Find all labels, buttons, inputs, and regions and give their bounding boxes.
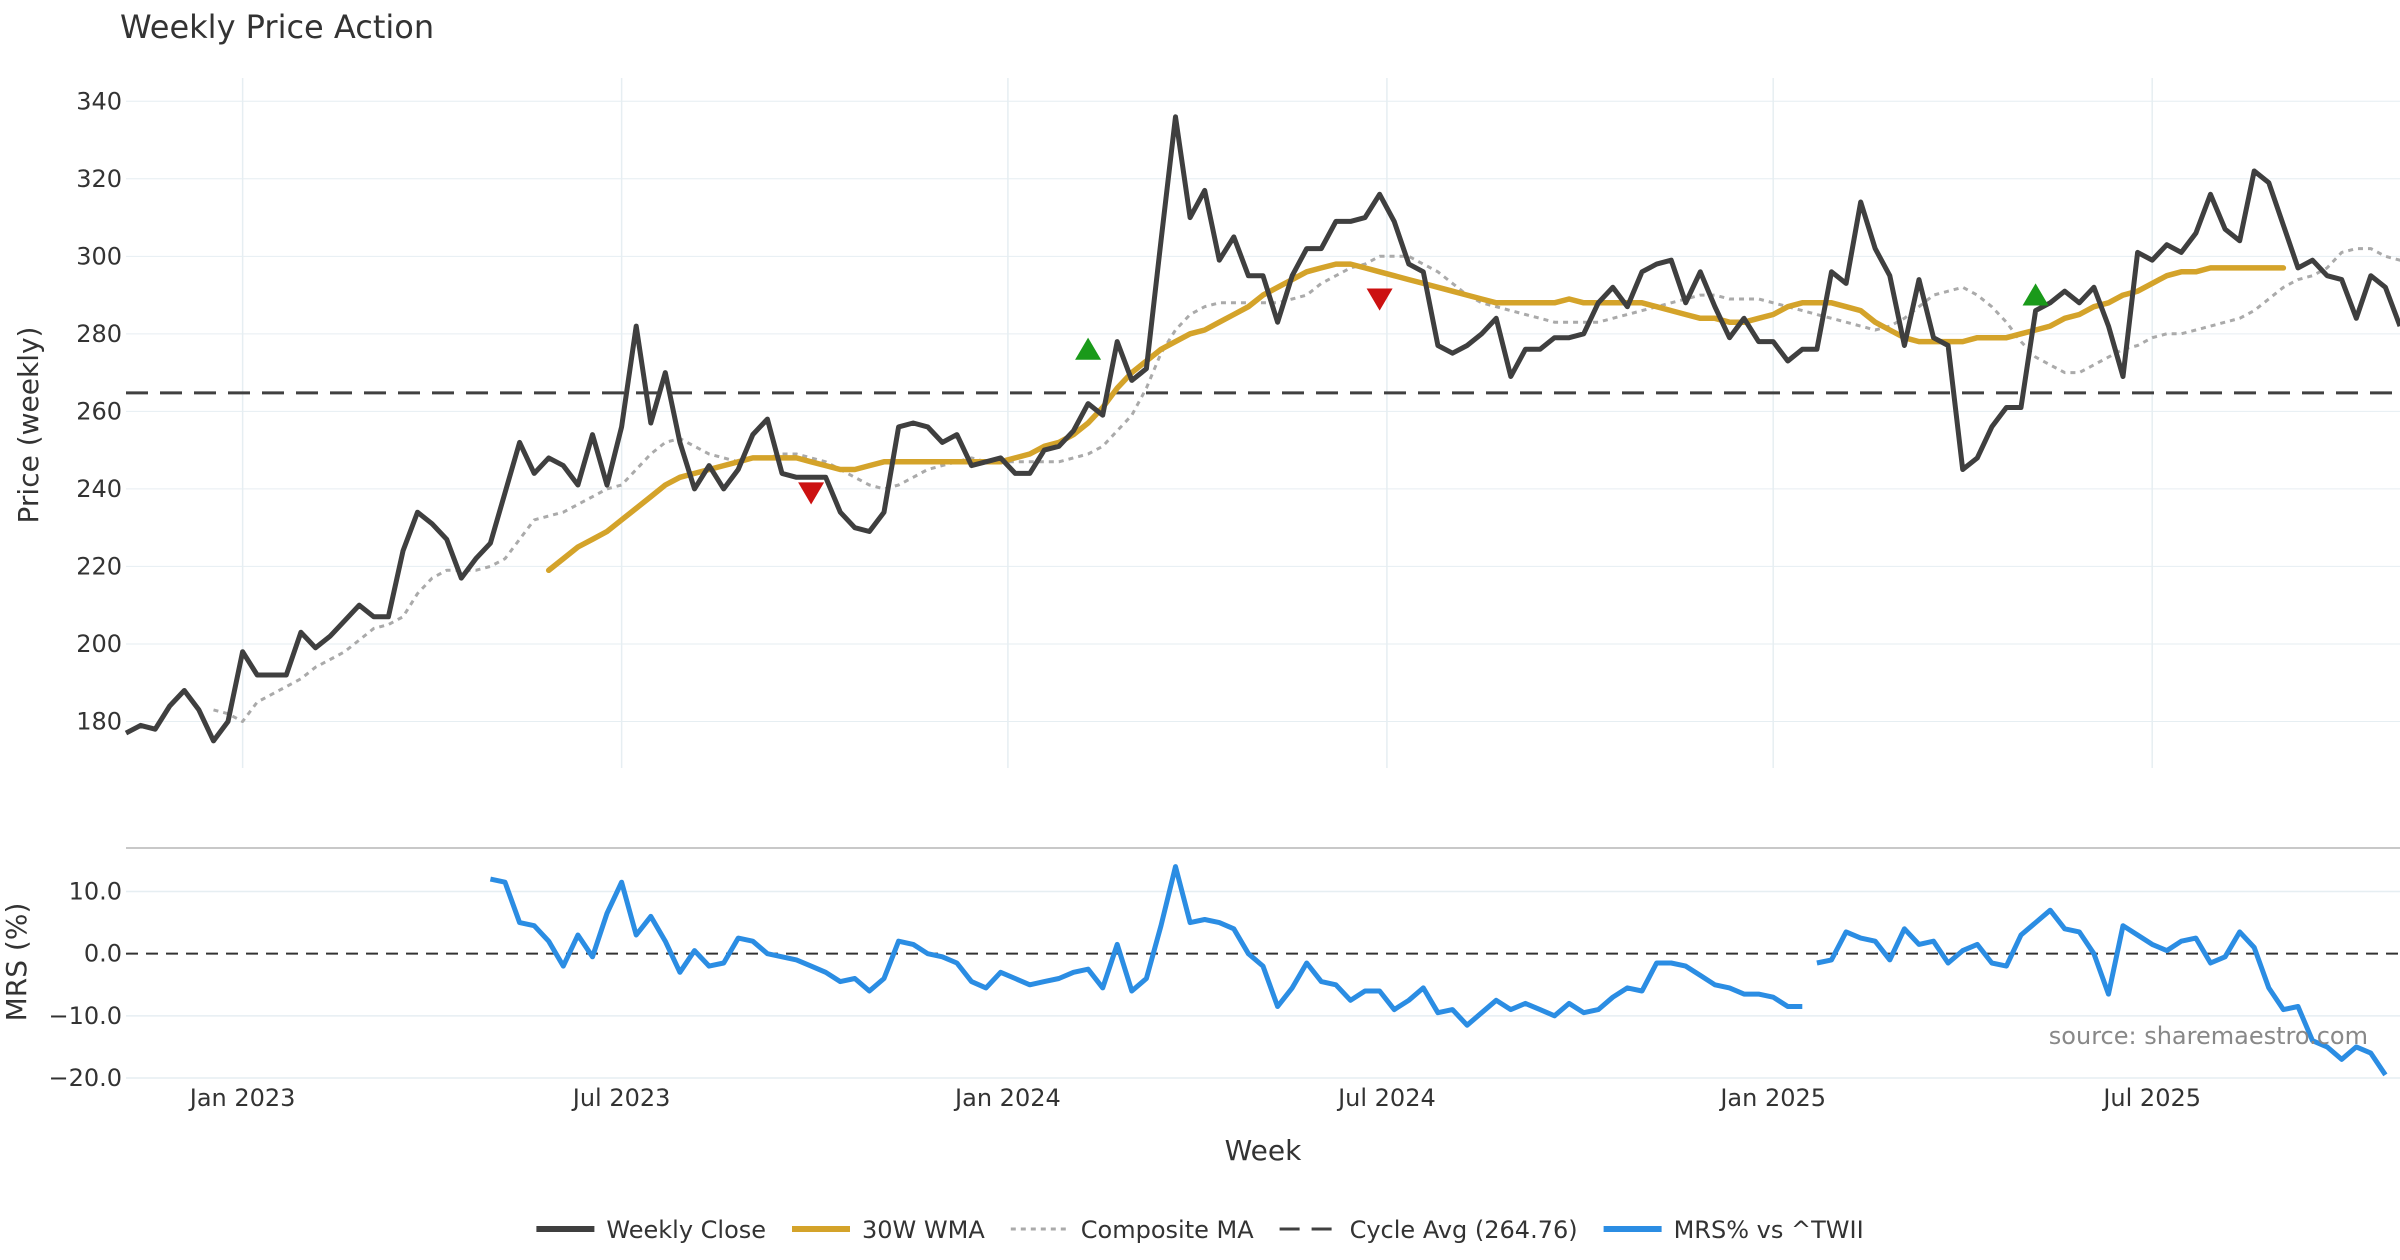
x-axis-label: Week bbox=[1225, 1134, 1302, 1167]
mrs-line-segment bbox=[1816, 907, 2388, 1077]
price-y-ticks: 180 200 220 240 260 280 300 320 340 bbox=[76, 87, 122, 735]
chart-title: Weekly Price Action bbox=[120, 8, 434, 46]
x-tick-label: Jan 2025 bbox=[1718, 1084, 1826, 1112]
buy-signal-marker bbox=[2022, 283, 2049, 306]
mrs-y-tick-label: −20.0 bbox=[48, 1064, 122, 1092]
mrs-lines bbox=[489, 864, 2388, 1077]
source-annotation: source: sharemaestro.com bbox=[2049, 1022, 2368, 1050]
legend-label: Composite MA bbox=[1081, 1216, 1254, 1244]
sell-signal-marker bbox=[798, 482, 825, 505]
mrs-y-axis-label: MRS (%) bbox=[0, 903, 33, 1022]
legend-label: 30W WMA bbox=[862, 1216, 985, 1244]
x-tick-label: Jan 2024 bbox=[953, 1084, 1061, 1112]
price-gridlines bbox=[126, 78, 2400, 768]
legend-label: MRS% vs ^TWII bbox=[1674, 1216, 1864, 1244]
legend-item: Cycle Avg (264.76) bbox=[1279, 1216, 1578, 1244]
legend-label: Weekly Close bbox=[606, 1216, 766, 1244]
chart-legend: Weekly Close 30W WMA Composite MA Cycle Avg… bbox=[536, 1216, 1864, 1244]
price-y-tick-label: 340 bbox=[76, 87, 122, 115]
mrs-y-ticks: 10.0 0.0 −10.0 −20.0 bbox=[48, 878, 122, 1092]
price-y-axis-label: Price (weekly) bbox=[12, 327, 45, 524]
buy-signal-marker bbox=[1075, 337, 1102, 360]
price-y-tick-label: 320 bbox=[76, 165, 122, 193]
mrs-panel: 10.0 0.0 −10.0 −20.0 MRS (%) source: sharem… bbox=[0, 847, 2400, 1092]
legend-item: MRS% vs ^TWII bbox=[1603, 1216, 1864, 1244]
x-tick-label: Jul 2024 bbox=[1336, 1084, 1436, 1112]
mrs-gridlines bbox=[126, 890, 2400, 1079]
price-y-tick-label: 240 bbox=[76, 475, 122, 503]
signal-markers bbox=[798, 283, 2049, 505]
weekly-close-line bbox=[124, 114, 2400, 744]
x-axis-ticks: Jan 2023 Jul 2023 Jan 2024 Jul 2024 Jan 2025… bbox=[188, 1084, 2201, 1112]
x-tick-label: Jul 2025 bbox=[2101, 1084, 2201, 1112]
x-tick-label: Jul 2023 bbox=[571, 1084, 671, 1112]
wma-30w-line bbox=[545, 261, 2287, 574]
price-y-tick-label: 180 bbox=[76, 707, 122, 735]
price-panel: 180 200 220 240 260 280 300 320 340 Price (weekl… bbox=[12, 78, 2400, 768]
price-y-tick-label: 280 bbox=[76, 320, 122, 348]
mrs-y-tick-label: 10.0 bbox=[69, 878, 122, 906]
price-y-tick-label: 200 bbox=[76, 630, 122, 658]
legend-label: Cycle Avg (264.76) bbox=[1350, 1216, 1578, 1244]
sell-signal-marker bbox=[1366, 288, 1393, 311]
legend-item: Composite MA bbox=[1010, 1216, 1254, 1244]
composite-ma-line bbox=[213, 247, 2400, 723]
legend-item: Weekly Close bbox=[536, 1216, 766, 1244]
mrs-line-segment bbox=[489, 864, 1803, 1028]
price-y-tick-label: 260 bbox=[76, 397, 122, 425]
price-y-tick-label: 300 bbox=[76, 242, 122, 270]
mrs-y-tick-label: 0.0 bbox=[84, 940, 122, 968]
x-tick-label: Jan 2023 bbox=[188, 1084, 296, 1112]
price-y-tick-label: 220 bbox=[76, 552, 122, 580]
legend-item: 30W WMA bbox=[792, 1216, 985, 1244]
mrs-y-tick-label: −10.0 bbox=[48, 1002, 122, 1030]
